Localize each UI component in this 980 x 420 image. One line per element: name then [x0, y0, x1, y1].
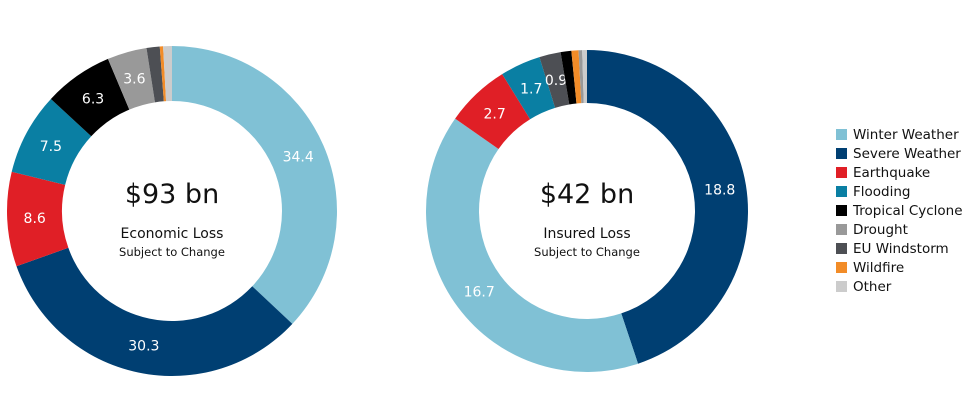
slice-flooding [502, 57, 556, 120]
legend-swatch [836, 129, 847, 140]
legend-label: Earthquake [853, 164, 931, 181]
legend-item-eu-windstorm: EU Windstorm [836, 239, 963, 258]
legend-label: EU Windstorm [853, 240, 949, 257]
legend-item-winter-weather: Winter Weather [836, 125, 963, 144]
legend-label: Tropical Cyclone [853, 202, 963, 219]
legend-swatch [836, 224, 847, 235]
slice-eu-windstorm [539, 52, 570, 108]
slice-earthquake [6, 171, 69, 267]
insured-note: Subject to Change [534, 245, 640, 259]
slice-other [163, 46, 172, 102]
legend: Winter Weather Severe Weather Earthquake Fl… [836, 125, 963, 296]
legend-item-other: Other [836, 277, 963, 296]
insured-total-title: $42 bn [540, 179, 634, 210]
legend-label: Other [853, 278, 892, 295]
insured-loss-donut: 18.8 16.7 2.7 1.70.9 [425, 50, 749, 372]
legend-swatch [836, 243, 847, 254]
data-label-eu-windstorm: 0.9 [545, 73, 567, 89]
slice-tropical-cyclone [50, 58, 130, 137]
legend-swatch [836, 167, 847, 178]
legend-item-flooding: Flooding [836, 182, 963, 201]
legend-swatch [836, 205, 847, 216]
legend-item-wildfire: Wildfire [836, 258, 963, 277]
legend-item-earthquake: Earthquake [836, 163, 963, 182]
data-label-tropical-cyclone: 6.3 [82, 91, 104, 107]
legend-item-severe-weather: Severe Weather [836, 144, 963, 163]
slice-winter-weather [172, 46, 337, 324]
slice-other [582, 50, 587, 104]
slice-winter-weather [425, 118, 639, 372]
insured-subtitle: Insured Loss [543, 226, 630, 242]
legend-item-drought: Drought [836, 220, 963, 239]
slice-drought [578, 50, 584, 104]
legend-label: Flooding [853, 183, 911, 200]
slice-tropical-cyclone [560, 50, 577, 105]
legend-item-tropical-cyclone: Tropical Cyclone [836, 201, 963, 220]
data-label-drought: 3.6 [123, 72, 145, 88]
data-label-winter-weather: 16.7 [464, 284, 495, 300]
data-label-earthquake: 8.6 [24, 211, 46, 227]
legend-label: Wildfire [853, 259, 905, 276]
legend-label: Drought [853, 221, 908, 238]
economic-subtitle: Economic Loss [121, 226, 224, 242]
economic-loss-donut: 34.4 30.3 8.6 7.5 6.3 3.6 [6, 46, 337, 376]
legend-swatch [836, 186, 847, 197]
legend-label: Severe Weather [853, 145, 961, 162]
slice-severe-weather [587, 50, 749, 364]
data-label-earthquake: 2.7 [483, 106, 505, 122]
legend-swatch [836, 281, 847, 292]
economic-total-title: $93 bn [125, 179, 219, 210]
data-label-winter-weather: 34.4 [283, 149, 314, 165]
legend-swatch [836, 148, 847, 159]
data-label-flooding: 1.7 [520, 82, 542, 98]
data-label-flooding: 7.5 [40, 139, 62, 155]
slice-wildfire [159, 46, 167, 102]
legend-label: Winter Weather [853, 126, 959, 143]
legend-swatch [836, 262, 847, 273]
economic-note: Subject to Change [119, 245, 225, 259]
slice-severe-weather [16, 247, 293, 376]
slice-flooding [11, 98, 92, 185]
slice-wildfire [571, 50, 582, 104]
slice-eu-windstorm [146, 46, 164, 103]
data-label-severe-weather: 18.8 [704, 182, 735, 198]
slice-earthquake [455, 74, 531, 150]
slice-drought [107, 47, 155, 110]
donut-charts: 34.4 30.3 8.6 7.5 6.3 3.6 18.8 16.7 2.7 1.70.9 $… [6, 46, 749, 376]
data-label-severe-weather: 30.3 [128, 339, 159, 355]
